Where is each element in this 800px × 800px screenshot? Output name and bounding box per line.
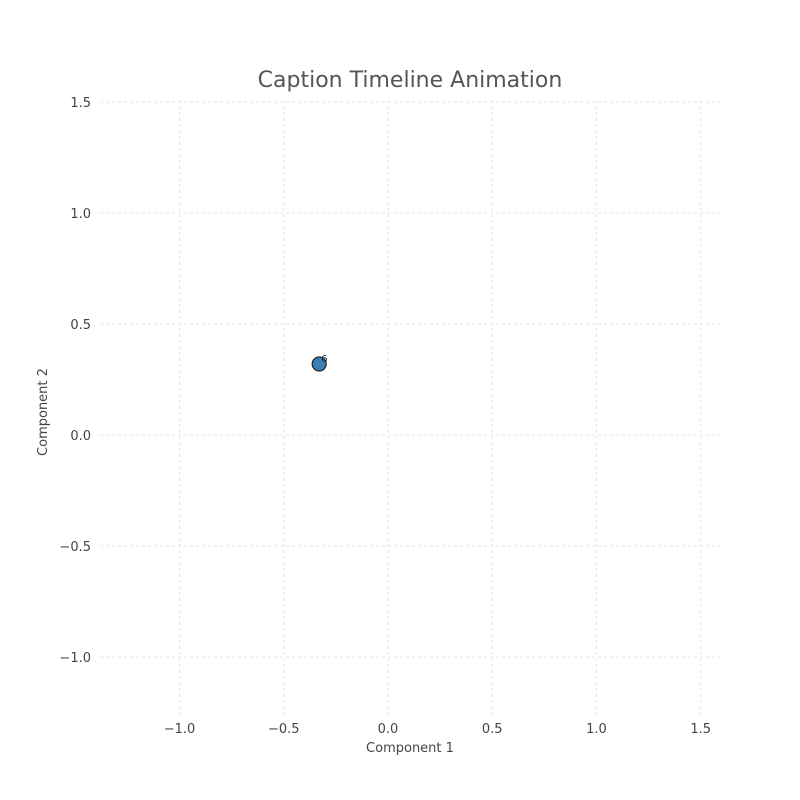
y-tick-label: 1.5 [70,96,91,111]
tick-labels: −1.0 −0.5 0.0 0.5 1.0 1.5 −1.0 −0.5 0.0 0.5 1.0 1.5 [59,96,711,737]
scatter-point [311,356,327,372]
y-tick-label: 1.0 [70,207,91,222]
x-tick-label: 1.5 [690,722,711,737]
point-label: 6 [321,354,327,365]
y-tick-label: −0.5 [59,540,91,555]
y-tick-label: −1.0 [59,651,91,666]
x-tick-label: 1.0 [586,722,607,737]
grid [100,100,720,715]
y-axis-label: Component 2 [36,368,51,456]
x-axis-label: Component 1 [366,741,454,756]
y-tick-label: 0.5 [70,318,91,333]
x-tick-label: 0.5 [482,722,503,737]
y-tick-label: 0.0 [70,429,91,444]
x-tick-label: 0.0 [378,722,399,737]
chart-title: Caption Timeline Animation [258,68,563,93]
data-points: 6 [311,354,328,372]
x-tick-label: −0.5 [268,722,300,737]
x-tick-label: −1.0 [164,722,196,737]
